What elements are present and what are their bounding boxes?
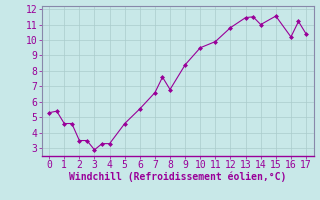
X-axis label: Windchill (Refroidissement éolien,°C): Windchill (Refroidissement éolien,°C) [69, 172, 286, 182]
